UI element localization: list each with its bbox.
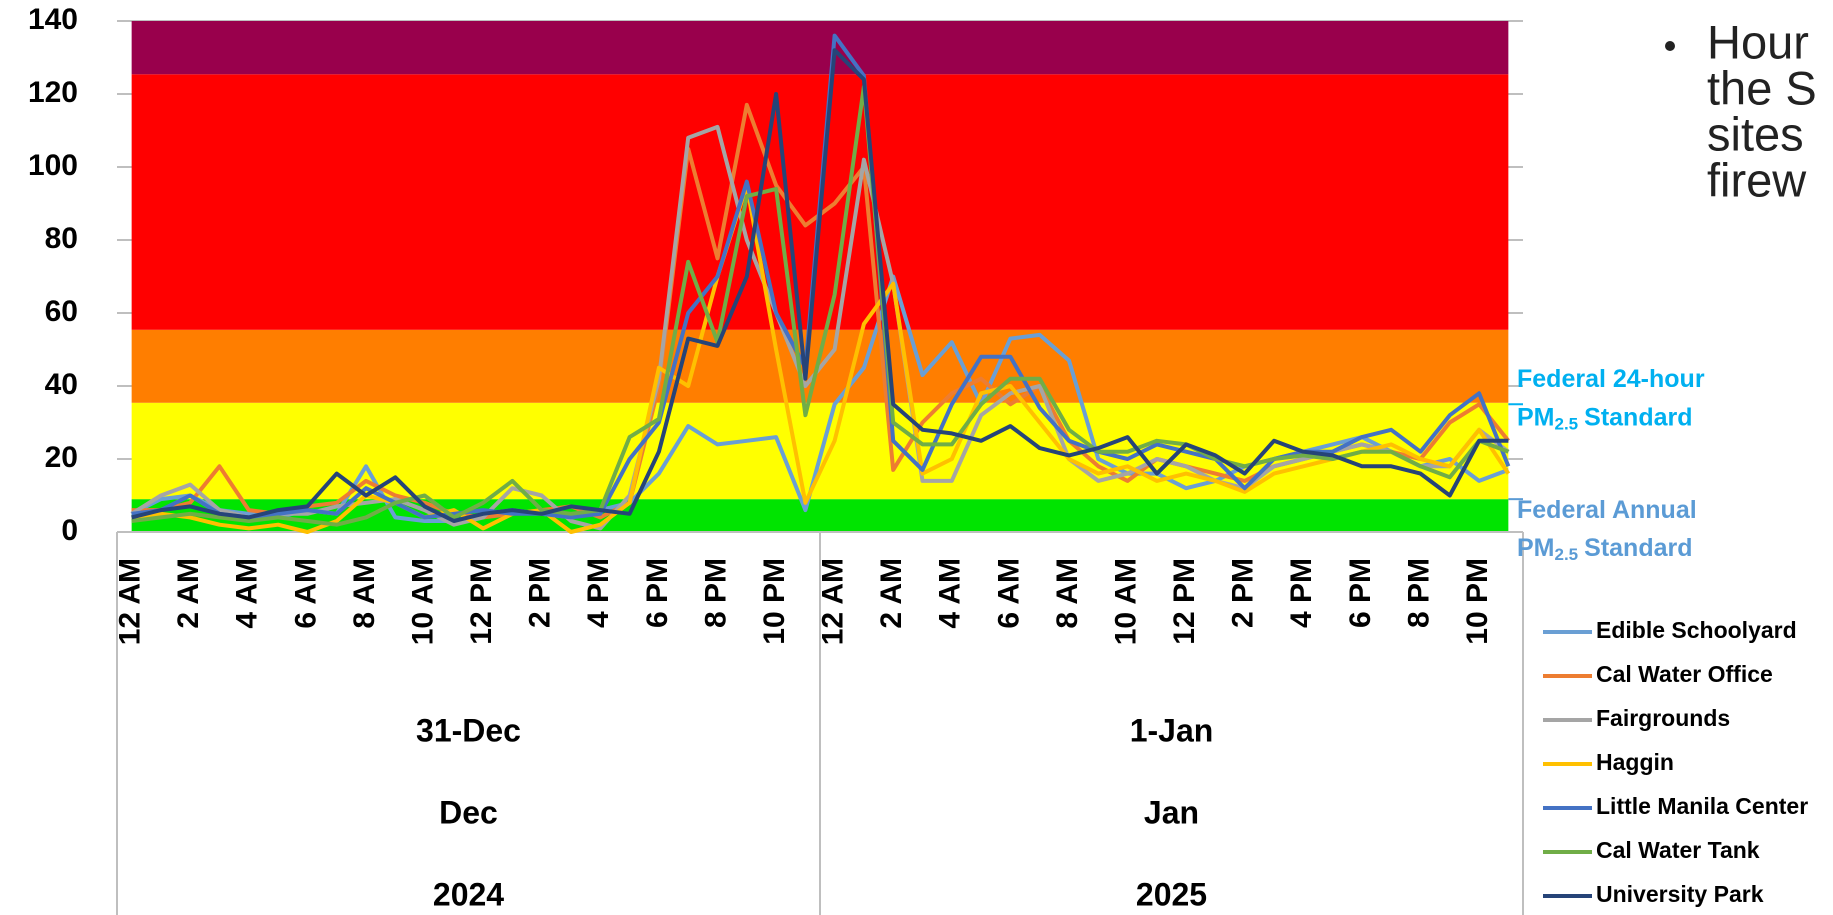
x-tick-label: 12 AM xyxy=(114,558,147,645)
x-tick-label: 4 PM xyxy=(582,558,615,628)
x-group-label: Jan xyxy=(1144,794,1199,830)
x-tick-label: 8 PM xyxy=(1402,558,1435,628)
x-group-label: 2025 xyxy=(1136,876,1207,912)
legend-label: University Park xyxy=(1596,881,1764,907)
x-tick-label: 6 PM xyxy=(641,558,674,628)
x-tick-label: 4 AM xyxy=(231,558,264,629)
x-tick-label: 12 PM xyxy=(465,558,498,645)
annotation-text: Federal 24-hour xyxy=(1517,365,1705,393)
bullet-text: firew xyxy=(1707,153,1807,206)
x-tick-label: 6 AM xyxy=(289,558,322,629)
legend-label: Cal Water Tank xyxy=(1596,837,1760,863)
annotation-standard: Standard xyxy=(1584,534,1692,562)
annotation-subscript: 2.5 xyxy=(1555,546,1579,565)
y-tick-label: 80 xyxy=(45,222,78,255)
x-tick-label: 12 AM xyxy=(817,558,850,645)
x-tick-label: 8 AM xyxy=(348,558,381,629)
x-tick-label: 4 PM xyxy=(1285,558,1318,628)
bullet-text: Hour xyxy=(1707,15,1809,68)
annotation-subscript: 2.5 xyxy=(1555,415,1579,434)
legend-label: Edible Schoolyard xyxy=(1596,617,1797,643)
y-tick-label: 0 xyxy=(61,514,78,547)
x-group-label: 2024 xyxy=(433,876,504,912)
bullet-dot xyxy=(1665,41,1675,51)
x-tick-label: 8 PM xyxy=(699,558,732,628)
annotation-pm: PM xyxy=(1517,534,1555,562)
annotation-text: PM2.5 Standard xyxy=(1517,534,1693,565)
x-group-label: Dec xyxy=(439,794,498,830)
y-tick-label: 100 xyxy=(28,149,78,182)
x-tick-label: 6 AM xyxy=(992,558,1025,629)
y-tick-label: 60 xyxy=(45,295,78,328)
legend-label: Haggin xyxy=(1596,749,1674,775)
x-group-label: 1-Jan xyxy=(1130,712,1214,748)
annotation-standard: Standard xyxy=(1584,403,1692,431)
y-tick-label: 40 xyxy=(45,368,78,401)
legend-label: Cal Water Office xyxy=(1596,661,1773,687)
bullet-text: sites xyxy=(1707,107,1804,160)
legend-label: Little Manila Center xyxy=(1596,793,1808,819)
series-line xyxy=(130,124,1510,531)
annotation-text: PM2.5 Standard xyxy=(1517,403,1693,434)
x-tick-label: 4 AM xyxy=(934,558,967,629)
x-tick-label: 10 AM xyxy=(1109,558,1142,645)
y-tick-label: 140 xyxy=(28,3,78,36)
series-line xyxy=(131,183,1511,534)
aqi-band xyxy=(131,21,1509,75)
x-tick-label: 2 PM xyxy=(524,558,557,628)
x-tick-label: 10 AM xyxy=(406,558,439,645)
x-tick-label: 2 AM xyxy=(875,558,908,629)
y-tick-label: 120 xyxy=(28,76,78,109)
x-tick-label: 6 PM xyxy=(1344,558,1377,628)
series-line xyxy=(131,84,1510,527)
y-tick-label: 20 xyxy=(45,441,78,474)
x-group-label: 31-Dec xyxy=(416,712,521,748)
x-tick-label: 12 PM xyxy=(1168,558,1201,645)
bullet-text: the S xyxy=(1707,61,1817,114)
x-tick-label: 10 PM xyxy=(1461,558,1494,645)
series-line xyxy=(131,48,1509,523)
x-tick-label: 2 AM xyxy=(172,558,205,629)
x-tick-label: 10 PM xyxy=(758,558,791,645)
annotation-pm: PM xyxy=(1517,403,1555,431)
legend-label: Fairgrounds xyxy=(1596,705,1730,731)
x-tick-label: 2 PM xyxy=(1227,558,1260,628)
annotation-text: Federal Annual xyxy=(1517,496,1697,524)
x-tick-label: 8 AM xyxy=(1051,558,1084,629)
